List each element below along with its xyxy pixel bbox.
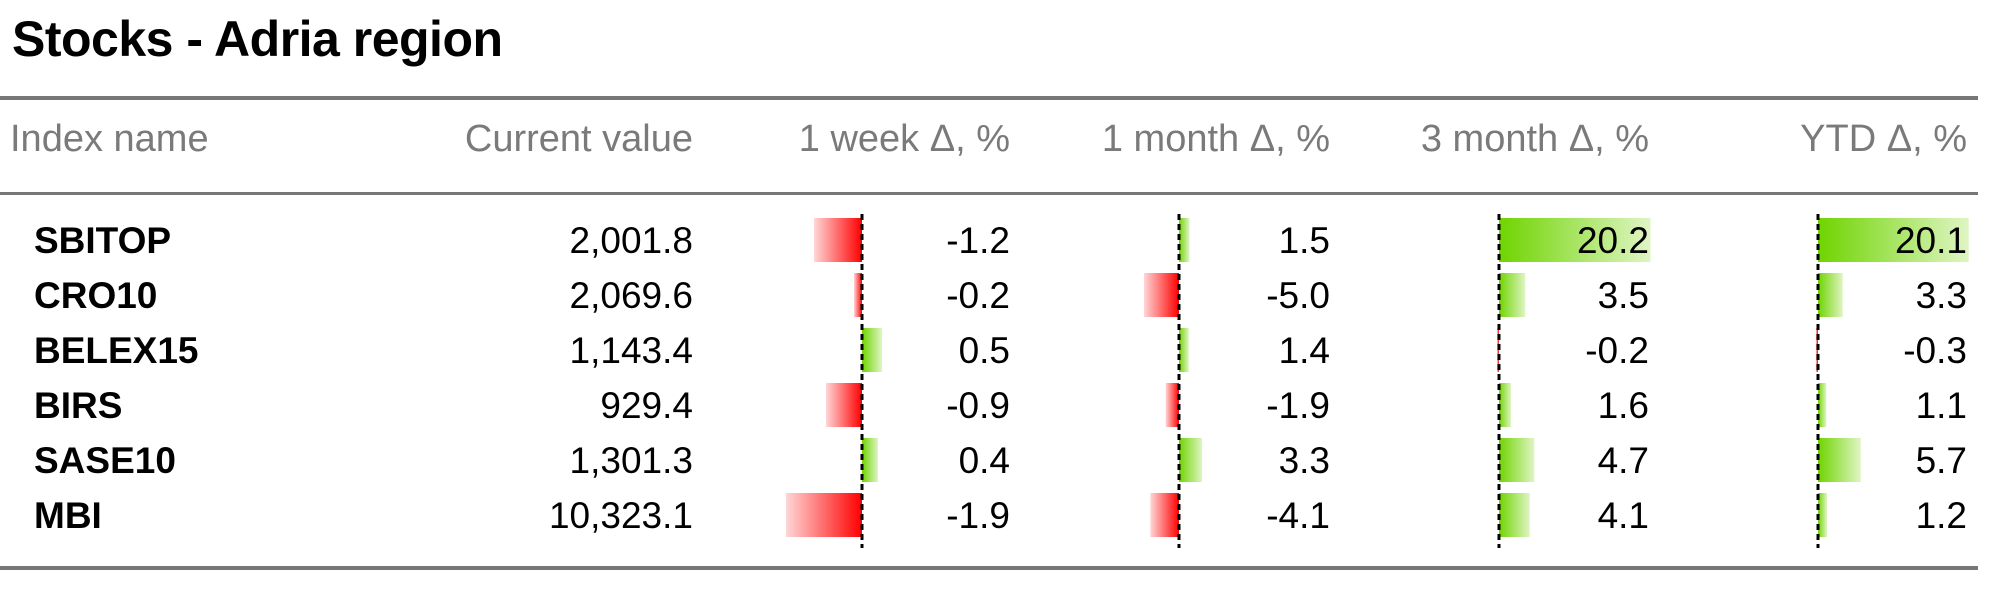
bar-ytd bbox=[1818, 438, 1861, 482]
bar-week bbox=[862, 328, 882, 372]
value-month: 1.5 bbox=[1278, 220, 1330, 261]
index-name-sbitop: SBITOP bbox=[34, 220, 172, 261]
value-ytd: 1.1 bbox=[1915, 385, 1967, 426]
value-ytd: 20.1 bbox=[1894, 220, 1967, 261]
index-name-belex15: BELEX15 bbox=[34, 330, 199, 371]
page-title: Stocks - Adria region bbox=[12, 11, 503, 67]
value-three-month: -0.2 bbox=[1585, 330, 1649, 371]
current-value: 10,323.1 bbox=[548, 495, 693, 536]
bar-month bbox=[1179, 328, 1189, 372]
bar-week bbox=[862, 438, 878, 482]
bar-week bbox=[854, 273, 862, 317]
bar-three-month bbox=[1499, 493, 1530, 537]
value-three-month: 20.2 bbox=[1576, 220, 1649, 261]
value-three-month: 3.5 bbox=[1597, 275, 1649, 316]
value-month: 1.4 bbox=[1278, 330, 1330, 371]
header-rule bbox=[0, 192, 1978, 195]
bar-week bbox=[814, 218, 862, 262]
value-month: -5.0 bbox=[1266, 275, 1330, 316]
value-ytd: 5.7 bbox=[1915, 440, 1967, 481]
index-name-birs: BIRS bbox=[34, 385, 123, 426]
bottom-rule bbox=[0, 566, 1978, 570]
index-name-cro10: CRO10 bbox=[34, 275, 158, 316]
bar-ytd bbox=[1818, 383, 1827, 427]
value-week: -0.9 bbox=[946, 385, 1010, 426]
bar-three-month bbox=[1499, 383, 1511, 427]
bar-month bbox=[1144, 273, 1179, 317]
current-value: 1,143.4 bbox=[569, 330, 693, 371]
bar-ytd bbox=[1818, 218, 1969, 262]
current-value: 929.4 bbox=[600, 385, 693, 426]
value-month: -1.9 bbox=[1266, 385, 1330, 426]
bar-ytd bbox=[1818, 273, 1843, 317]
header-1-week-change: 1 week Δ, % bbox=[798, 118, 1010, 160]
bar-week bbox=[826, 383, 862, 427]
value-week: -0.2 bbox=[946, 275, 1010, 316]
current-value: 2,069.6 bbox=[569, 275, 693, 316]
bar-month bbox=[1165, 383, 1179, 427]
bar-month bbox=[1179, 438, 1203, 482]
header-1-month-change: 1 month Δ, % bbox=[1101, 118, 1330, 160]
index-name-sase10: SASE10 bbox=[34, 440, 176, 481]
bar-week bbox=[786, 493, 862, 537]
value-month: 3.3 bbox=[1278, 440, 1330, 481]
value-ytd: 1.2 bbox=[1915, 495, 1967, 536]
bar-month bbox=[1150, 493, 1179, 537]
current-value: 1,301.3 bbox=[569, 440, 693, 481]
bar-three-month bbox=[1499, 273, 1526, 317]
value-week: 0.4 bbox=[958, 440, 1010, 481]
index-name-mbi: MBI bbox=[34, 495, 102, 536]
bar-month bbox=[1179, 218, 1190, 262]
bar-ytd bbox=[1818, 493, 1827, 537]
value-ytd: -0.3 bbox=[1903, 330, 1967, 371]
header-3-month-change: 3 month Δ, % bbox=[1420, 118, 1649, 160]
header-ytd-change: YTD Δ, % bbox=[1800, 118, 1967, 160]
header-current-value: Current value bbox=[464, 118, 693, 160]
bar-three-month bbox=[1499, 218, 1651, 262]
value-week: -1.2 bbox=[946, 220, 1010, 261]
top-rule bbox=[0, 96, 1978, 100]
value-three-month: 1.6 bbox=[1597, 385, 1649, 426]
header-index-name: Index name bbox=[10, 118, 209, 160]
current-value: 2,001.8 bbox=[569, 220, 693, 261]
value-week: -1.9 bbox=[946, 495, 1010, 536]
value-week: 0.5 bbox=[958, 330, 1010, 371]
value-ytd: 3.3 bbox=[1915, 275, 1967, 316]
bar-three-month bbox=[1499, 438, 1535, 482]
value-three-month: 4.7 bbox=[1597, 440, 1649, 481]
value-month: -4.1 bbox=[1266, 495, 1330, 536]
value-three-month: 4.1 bbox=[1597, 495, 1649, 536]
